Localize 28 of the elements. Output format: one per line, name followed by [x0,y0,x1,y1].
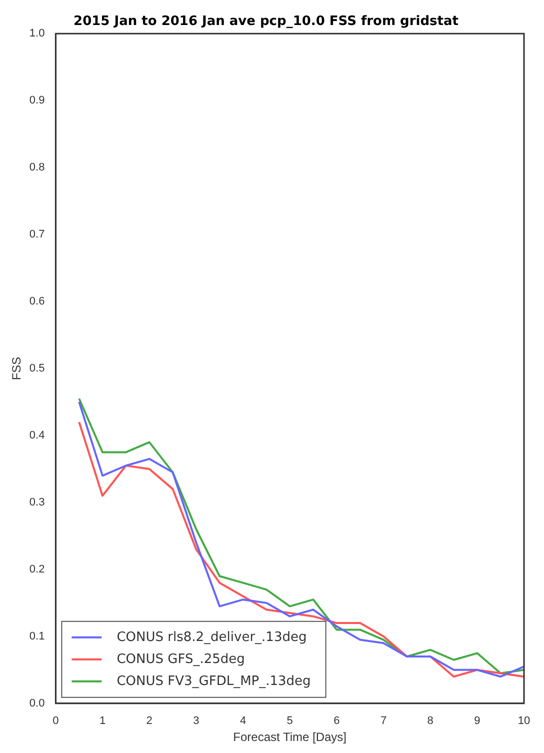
x-tick-label: 0 [52,715,59,728]
y-axis-title: FSS [10,356,24,380]
x-tick-label: 2 [146,715,152,728]
legend-label: CONUS rls8.2_deliver_.13deg [116,630,307,645]
x-tick-label: 10 [518,715,530,728]
y-tick-label: 0.0 [29,697,45,710]
x-tick-label: 5 [286,715,293,728]
y-tick-label: 0.4 [29,430,45,442]
y-tick-label: 0.5 [29,362,45,375]
x-tick-label: 6 [334,715,340,728]
y-tick-label: 0.9 [29,94,45,107]
y-tick-label: 0.3 [29,496,45,508]
x-tick-label: 9 [474,715,480,728]
chart-title: 2015 Jan to 2016 Jan ave pcp_10.0 FSS from gridstat [74,14,458,30]
y-tick-label: 0.7 [29,228,45,241]
y-tick-label: 1.0 [29,28,45,40]
y-tick-label: 0.1 [29,630,45,642]
x-axis-title: Forecast Time [Days] [233,730,347,744]
y-tick-label: 0.6 [29,296,45,308]
x-tick-label: 7 [380,715,387,728]
legend-label: CONUS GFS_.25deg [116,652,245,667]
x-tick-label: 8 [427,715,434,728]
x-tick-label: 4 [240,715,246,728]
x-tick-label: 3 [193,715,200,728]
y-tick-label: 0.8 [29,162,45,174]
y-tick-label: 0.2 [29,563,45,576]
legend-label: CONUS FV3_GFDL_MP_.13deg [116,674,311,689]
x-tick-label: 1 [99,715,106,728]
